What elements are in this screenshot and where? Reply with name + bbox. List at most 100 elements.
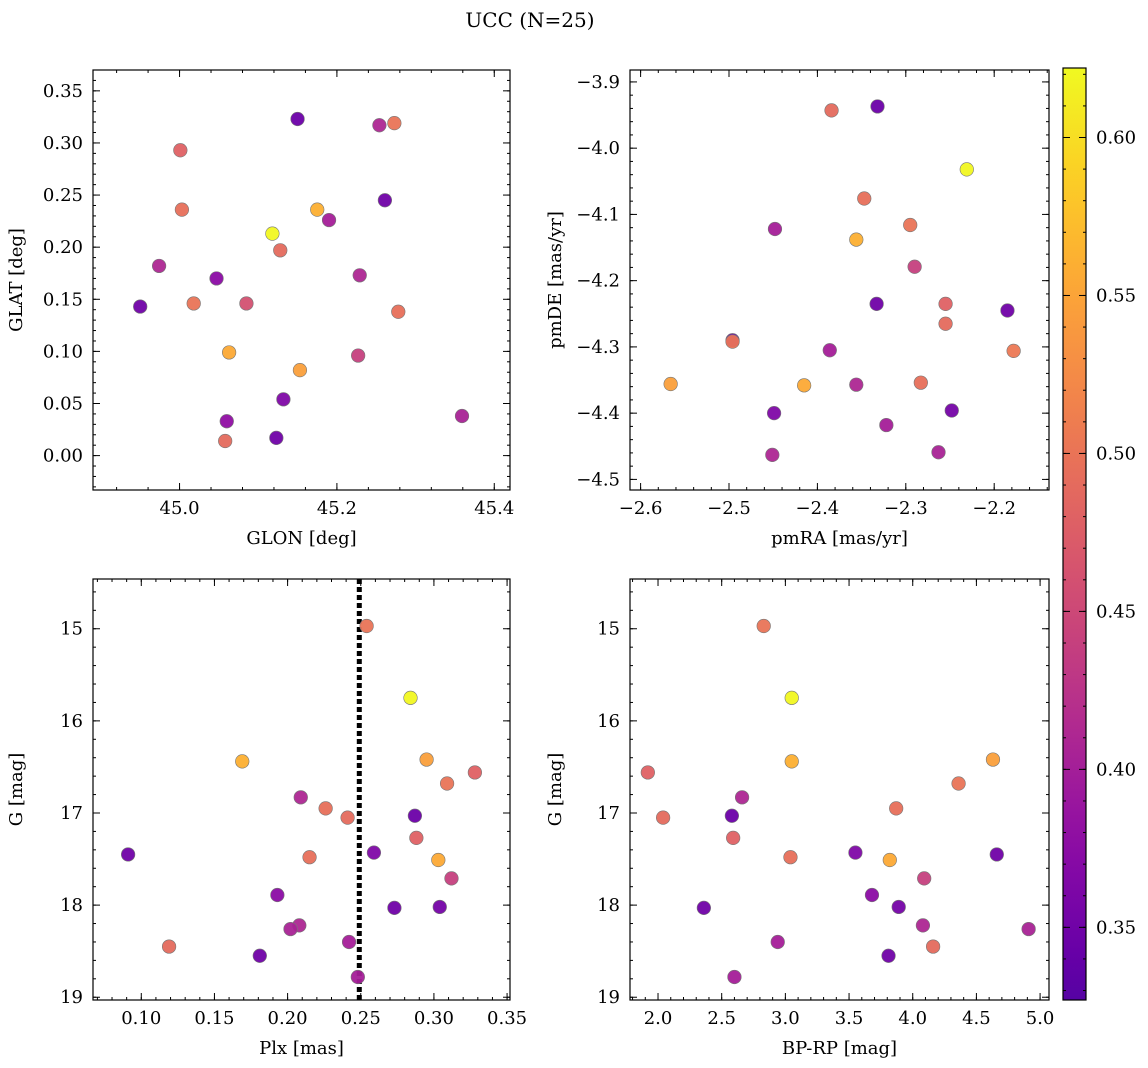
scatter-point (222, 345, 237, 360)
scatter-point (310, 202, 325, 217)
scatter-point (269, 430, 284, 445)
x-tick-label: 3.0 (771, 1008, 800, 1029)
x-tick-label: 45.0 (160, 498, 200, 519)
scatter-point (938, 296, 953, 311)
scatter-point (869, 296, 884, 311)
points (663, 99, 1021, 462)
scatter-point (467, 765, 482, 780)
scatter-point (734, 790, 750, 805)
scatter-point (985, 752, 1001, 767)
scatter-point (822, 343, 837, 358)
scatter-point (864, 887, 880, 903)
y-tick-label: −4.5 (576, 469, 620, 490)
x-tick-label: 45.2 (317, 498, 357, 519)
scatter-point (292, 363, 308, 378)
y-tick-label: 0.00 (43, 446, 83, 467)
scatter-point (318, 801, 333, 816)
x-tick-label: 2.5 (707, 1008, 736, 1029)
scatter-point (290, 111, 305, 127)
y-tick-label: 15 (597, 619, 620, 640)
scatter-point (724, 808, 739, 823)
scatter-point (1000, 303, 1015, 318)
scatter-point (321, 212, 337, 228)
y-tick-label: −4.2 (576, 271, 620, 292)
points (640, 618, 1036, 985)
scatter-point (765, 447, 780, 462)
y-tick-label: 0.20 (43, 237, 83, 258)
scatter-point (882, 852, 897, 868)
scatter-point (121, 847, 136, 862)
scatter-point (407, 808, 422, 823)
y-tick-label: 0.35 (43, 81, 83, 102)
y-axis-label: G [mag] (6, 753, 27, 826)
scatter-point (917, 871, 932, 886)
scatter-point (372, 118, 387, 133)
scatter-point (283, 921, 298, 937)
x-tick-label: 5.0 (1026, 1008, 1055, 1029)
scatter-point (454, 408, 470, 424)
y-axis-label: G [mag] (545, 753, 566, 826)
scatter-point (270, 887, 285, 903)
scatter-point (797, 378, 812, 393)
scatter-point (351, 348, 366, 363)
y-tick-label: 0.30 (43, 133, 83, 154)
scatter-point (391, 304, 406, 319)
y-axis-label: pmDE [mas/yr] (545, 211, 566, 349)
x-axis-label: GLON [deg] (246, 528, 356, 549)
x-tick-label: 0.10 (121, 1008, 161, 1029)
x-tick-label: −2.4 (796, 498, 840, 519)
y-axis-label: GLAT [deg] (6, 228, 27, 332)
x-tick-label: 3.5 (835, 1008, 864, 1029)
axes-frame (629, 69, 1050, 491)
scatter-point (766, 406, 782, 421)
scatter-point (409, 830, 424, 845)
scatter-point (293, 790, 308, 805)
scatter-point (767, 221, 783, 237)
scatter-point (209, 271, 224, 286)
x-tick-label: 2.0 (644, 1008, 673, 1029)
y-tick-label: 15 (60, 619, 83, 640)
y-tick-label: 18 (60, 895, 83, 916)
points (133, 111, 470, 449)
scatter-panel-4: 2.0 2.5 3.0 3.5 4.0 4.5 5.0 15 16 17 18 19 BP-RP [ma… (545, 578, 1055, 1059)
x-tick-label: −2.6 (619, 498, 663, 519)
x-tick-label: 0.20 (268, 1008, 308, 1029)
scatter-point (276, 392, 291, 407)
scatter-point (889, 801, 904, 816)
scatter-point (340, 810, 355, 825)
x-tick-label: −2.2 (972, 498, 1016, 519)
scatter-point (725, 334, 740, 349)
scatter-point (350, 969, 365, 985)
scatter-point (161, 939, 177, 954)
x-axis-label: Plx [mas] (259, 1038, 344, 1059)
colorbar-tick-label: 0.40 (1096, 759, 1136, 780)
scatter-point (151, 258, 167, 274)
scatter-point (252, 948, 267, 963)
colorbar-gradient (1063, 68, 1086, 1000)
y-tick-label: 16 (60, 711, 83, 732)
scatter-point (1021, 921, 1036, 937)
x-tick-label: −2.3 (884, 498, 928, 519)
scatter-point (915, 918, 931, 933)
scatter-panel-1: 45.0 45.2 45.4 0.00 0.05 0.10 0.15 0.20 0.25 0.30… (6, 69, 514, 549)
scatter-point (951, 776, 966, 791)
scatter-point (857, 191, 872, 206)
scatter-point (931, 445, 946, 460)
colorbar: 0.35 0.40 0.45 0.50 0.55 0.60 (1062, 67, 1136, 1001)
scatter-point (265, 226, 280, 241)
scatter-point (432, 899, 447, 915)
scatter-point (938, 316, 953, 331)
scatter-point (784, 754, 799, 769)
scatter-point (881, 948, 896, 963)
scatter-point (387, 116, 402, 131)
scatter-point (879, 417, 894, 433)
colorbar-tick-label: 0.55 (1096, 285, 1136, 306)
y-tick-label: 16 (597, 711, 620, 732)
x-tick-label: 45.4 (474, 498, 514, 519)
scatter-point (444, 871, 459, 886)
y-tick-label: 17 (597, 803, 620, 824)
x-axis-label: pmRA [mas/yr] (771, 528, 908, 549)
colorbar-tick-label: 0.45 (1096, 601, 1136, 622)
scatter-point (903, 217, 918, 233)
